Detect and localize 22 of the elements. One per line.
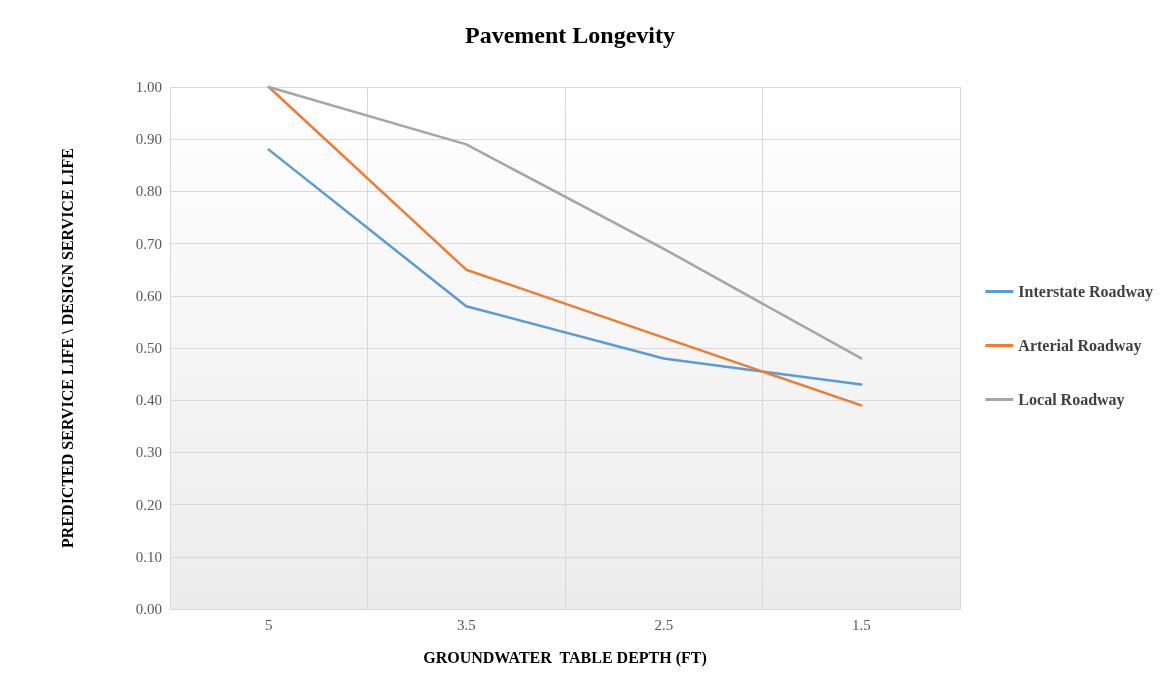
y-tick-label: 0.60 [135, 287, 162, 304]
line-series [267, 148, 863, 386]
legend-label: Local Roadway [1018, 391, 1125, 409]
legend-label: Arterial Roadway [1018, 337, 1142, 355]
y-tick-label: 0.40 [135, 392, 162, 409]
y-tick-label: 0.20 [135, 496, 162, 513]
y-tick-label: 0.00 [135, 601, 162, 617]
y-axis-title: PREDICTED SERVICE LIFE \ DESIGN SERVICE LIFE [58, 148, 76, 548]
y-tick-label: 1.00 [135, 79, 162, 95]
y-tick-label: 0.30 [135, 444, 162, 461]
x-tick-label: 1.5 [851, 616, 871, 633]
x-tick-label: 3.5 [456, 616, 476, 633]
x-tick-label: 2.5 [654, 616, 674, 633]
y-tick-label: 0.90 [135, 131, 162, 148]
y-tick-label: 0.80 [135, 183, 162, 200]
y-tick-label: 0.70 [135, 235, 162, 252]
chart-title: Pavement Longevity [465, 22, 675, 48]
y-tick-label: 0.50 [135, 340, 162, 356]
x-axis-title: GROUNDWATER TABLE DEPTH (FT) [423, 648, 707, 667]
legend-label: Interstate Roadway [1018, 283, 1154, 301]
y-tick-label: 0.10 [135, 548, 162, 565]
x-tick-label: 5 [265, 616, 273, 633]
